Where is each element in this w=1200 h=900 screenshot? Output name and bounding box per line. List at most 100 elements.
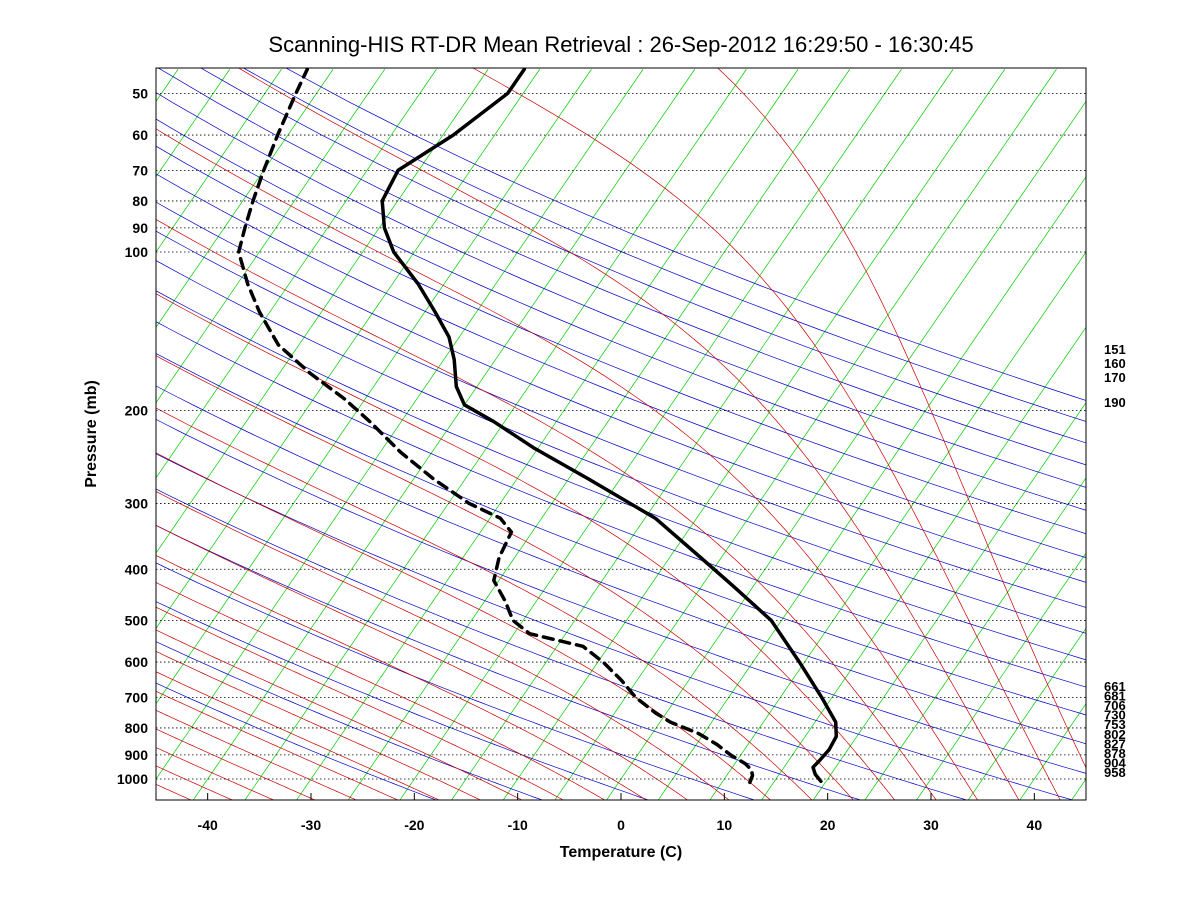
dry-adiabat-line bbox=[156, 173, 1086, 559]
isotherm-line bbox=[156, 69, 489, 554]
moist-adiabat-line bbox=[156, 690, 399, 800]
isotherm-line bbox=[0, 69, 126, 801]
right-level-label: 904 bbox=[1104, 755, 1126, 770]
isotherm-line bbox=[156, 69, 334, 328]
right-level-label: 827 bbox=[1104, 736, 1126, 751]
y-tick-label: 1000 bbox=[117, 771, 148, 787]
isotherm-line bbox=[657, 176, 1086, 800]
moist-adiabat-line bbox=[156, 747, 275, 800]
moist-adiabat-line bbox=[156, 671, 440, 800]
dry-adiabat-line bbox=[156, 353, 1086, 716]
isotherm-line bbox=[1071, 778, 1086, 800]
isotherm-line bbox=[864, 477, 1086, 800]
moist-adiabat-line bbox=[156, 555, 647, 800]
isotherm-line bbox=[0, 69, 75, 801]
x-tick-label: -30 bbox=[301, 817, 321, 833]
isotherm-line bbox=[1174, 69, 1200, 801]
isotherm-line bbox=[399, 69, 902, 800]
moist-adiabat-line bbox=[156, 128, 978, 800]
dry-adiabat-line bbox=[200, 68, 1086, 444]
dry-adiabat-line bbox=[156, 641, 544, 800]
moist-adiabat-line bbox=[156, 525, 689, 800]
x-tick-label: -20 bbox=[404, 817, 424, 833]
isotherm-line bbox=[502, 69, 1006, 800]
dry-adiabat-line bbox=[157, 68, 1086, 466]
right-level-label: 661 bbox=[1104, 679, 1126, 694]
moist-adiabat-line bbox=[156, 219, 937, 800]
x-tick-label: 0 bbox=[617, 817, 625, 833]
x-tick-label: 40 bbox=[1027, 817, 1043, 833]
x-axis-ticks: -40 -30 -20 -10 0 10 20 30 40 bbox=[198, 793, 1043, 833]
x-tick-label: 10 bbox=[717, 817, 733, 833]
isotherm-line bbox=[156, 69, 282, 253]
moist-adiabat-line bbox=[472, 68, 1061, 800]
isotherm-line bbox=[812, 401, 1086, 800]
dewpoint-line bbox=[236, 68, 755, 785]
pressure-gridlines bbox=[156, 92, 1086, 780]
right-level-label: 681 bbox=[1104, 689, 1126, 704]
moist-adiabat-line bbox=[156, 491, 730, 800]
isotherm-line bbox=[296, 69, 799, 800]
y-tick-label: 60 bbox=[132, 127, 148, 143]
isotherm-line bbox=[761, 326, 1086, 800]
moist-adiabat-line bbox=[156, 452, 771, 800]
right-level-label: 151 bbox=[1104, 342, 1126, 357]
dry-adiabat-line bbox=[156, 385, 1086, 745]
isotherm-line bbox=[967, 627, 1086, 800]
moist-adiabat-line bbox=[156, 293, 896, 800]
right-level-label: 706 bbox=[1104, 698, 1126, 713]
isotherm-line bbox=[156, 69, 231, 178]
temperature-line bbox=[380, 68, 839, 784]
dry-adiabat-line bbox=[156, 601, 650, 800]
isotherm-line bbox=[156, 69, 541, 630]
y-tick-label: 100 bbox=[125, 244, 149, 260]
isotherm-line bbox=[156, 69, 437, 479]
isotherm-line bbox=[0, 69, 23, 801]
x-tick-label: 30 bbox=[923, 817, 939, 833]
right-level-label: 802 bbox=[1104, 727, 1126, 742]
right-level-label: 190 bbox=[1104, 395, 1126, 410]
sounding-series bbox=[236, 68, 839, 785]
isotherm-line bbox=[192, 69, 696, 800]
y-tick-label: 700 bbox=[125, 689, 149, 705]
y-tick-label: 50 bbox=[132, 85, 148, 101]
isotherm-line bbox=[451, 69, 954, 800]
isotherm-line bbox=[606, 100, 1086, 800]
dry-adiabat-line bbox=[156, 92, 1086, 488]
dry-adiabat-line bbox=[156, 562, 756, 800]
y-tick-label: 500 bbox=[125, 612, 149, 628]
isotherm-line bbox=[156, 69, 644, 780]
plot-frame bbox=[155, 67, 1087, 801]
y-tick-label: 200 bbox=[125, 403, 149, 419]
right-level-label: 753 bbox=[1104, 717, 1126, 732]
isotherm-line bbox=[916, 552, 1086, 800]
x-tick-label: -10 bbox=[508, 817, 528, 833]
x-tick-label: -40 bbox=[198, 817, 218, 833]
moist-adiabat-line bbox=[156, 407, 813, 800]
dry-adiabat-line bbox=[285, 68, 1086, 401]
isotherm-line bbox=[554, 69, 1057, 800]
moist-adiabat-line bbox=[156, 606, 564, 800]
right-level-label: 958 bbox=[1104, 765, 1126, 780]
moist-adiabat-line bbox=[156, 728, 316, 800]
dry-adiabat-line bbox=[156, 682, 438, 800]
dry-adiabat-line bbox=[156, 260, 1086, 634]
y-tick-label: 90 bbox=[132, 220, 148, 236]
moist-adiabat-line bbox=[156, 709, 358, 800]
right-level-label: 170 bbox=[1104, 370, 1126, 385]
dry-adiabat-line bbox=[156, 453, 1074, 800]
isotherm-line bbox=[244, 69, 747, 800]
moist-adiabat-line bbox=[156, 650, 482, 800]
isotherm-line bbox=[709, 251, 1086, 800]
dry-adiabat-line bbox=[156, 488, 968, 800]
dry-adiabat-line bbox=[156, 419, 1086, 774]
dry-adiabat-line bbox=[156, 145, 1086, 535]
y-tick-label: 400 bbox=[125, 561, 149, 577]
moist-adiabat-line bbox=[237, 68, 1020, 800]
y-tick-label: 600 bbox=[125, 654, 149, 670]
right-level-label: 730 bbox=[1104, 708, 1126, 723]
isotherm-line bbox=[156, 69, 592, 705]
x-tick-label: 20 bbox=[820, 817, 836, 833]
dry-adiabat-line bbox=[156, 118, 1086, 511]
